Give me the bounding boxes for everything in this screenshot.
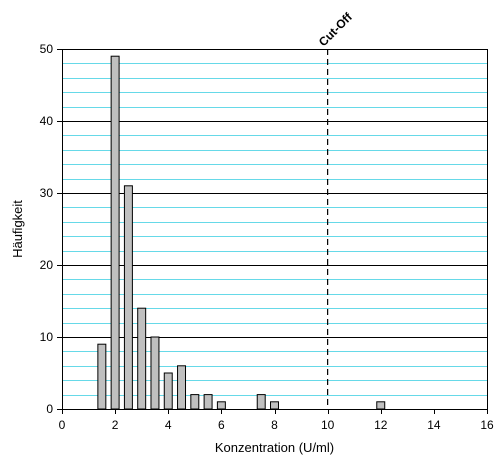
y-tick-label: 50 — [40, 42, 54, 56]
histogram-bar — [376, 401, 386, 410]
x-tick-label: 10 — [321, 418, 335, 432]
cutoff-label: Cut-Off — [316, 9, 356, 49]
y-tick-label: 20 — [40, 258, 54, 272]
x-axis-label: Konzentration (U/ml) — [215, 440, 334, 455]
y-tick-label: 30 — [40, 186, 54, 200]
histogram-bar — [150, 336, 160, 410]
ticks-layer: 0 2 4 6 8 10 12 14 16 0 10 20 30 40 50 — [40, 42, 494, 432]
histogram-bar — [216, 401, 226, 410]
x-tick-label: 2 — [112, 418, 119, 432]
x-tick-label: 6 — [218, 418, 225, 432]
x-tick-label: 16 — [480, 418, 494, 432]
histogram-bar — [270, 401, 279, 410]
y-axis-label: Häufigkeit — [10, 200, 25, 258]
histogram-bar — [123, 185, 133, 410]
histogram-bar — [110, 55, 120, 410]
histogram-bar — [163, 372, 173, 410]
x-tick-label: 14 — [427, 418, 441, 432]
y-tick-label: 10 — [40, 330, 54, 344]
histogram-bar — [137, 307, 147, 410]
histogram-bar — [190, 394, 200, 410]
y-tick-label: 0 — [46, 402, 53, 416]
cutoff-layer: Cut-Off — [316, 9, 356, 409]
x-tick-label: 12 — [374, 418, 388, 432]
histogram-bar — [203, 394, 213, 410]
y-tick-label: 40 — [40, 114, 54, 128]
histogram-bar — [177, 365, 187, 410]
x-tick-label: 8 — [271, 418, 278, 432]
x-tick-label: 0 — [59, 418, 66, 432]
histogram-bar — [256, 394, 266, 410]
x-tick-label: 4 — [165, 418, 172, 432]
histogram-bar — [97, 343, 107, 410]
bars-layer — [97, 55, 386, 410]
